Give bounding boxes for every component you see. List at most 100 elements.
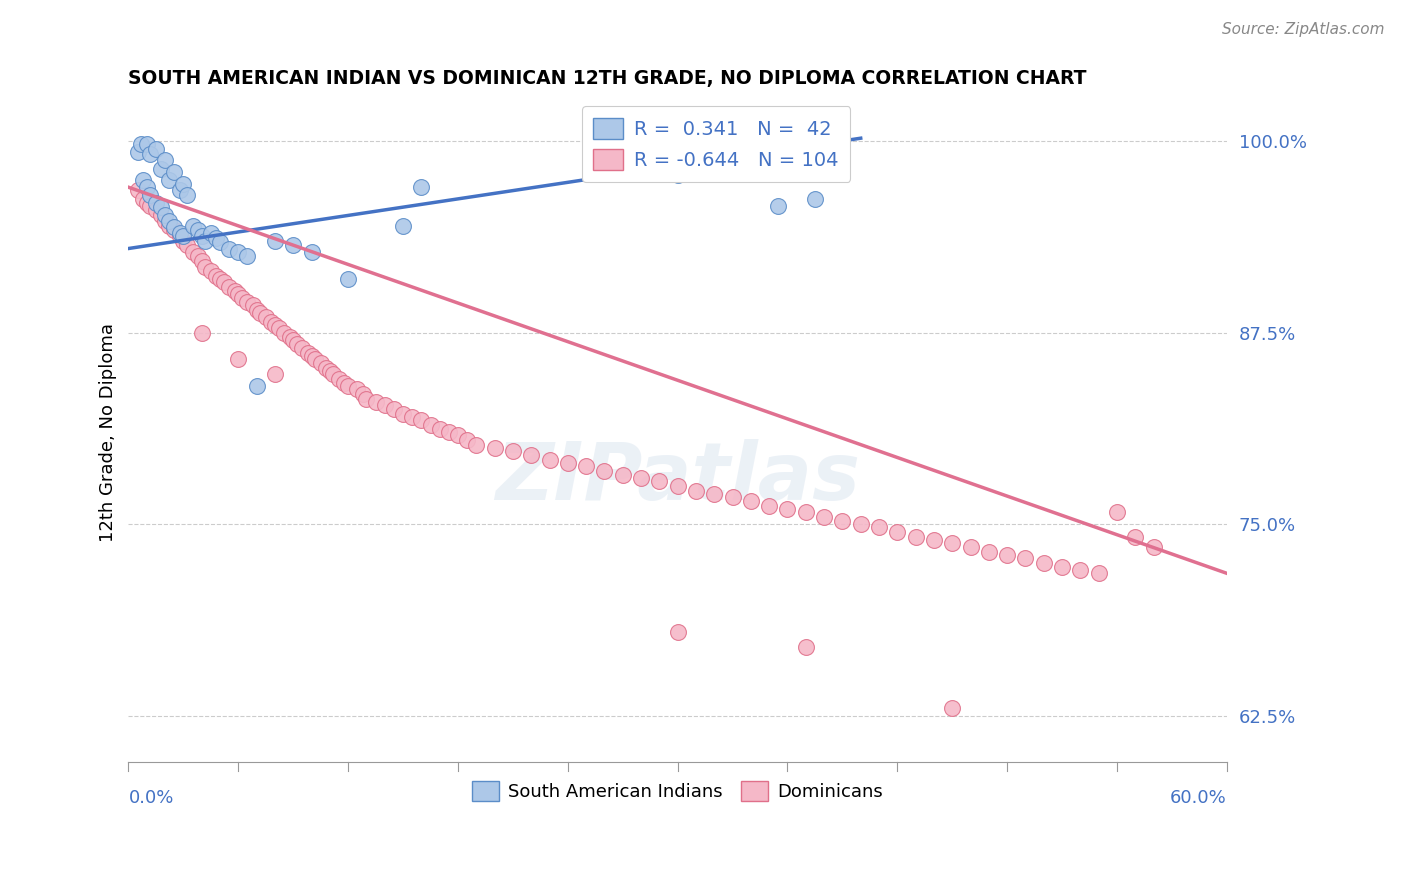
Point: [236, 295, 259, 310]
Point: [135, 137, 157, 152]
Point: [977, 545, 1000, 559]
Text: 60.0%: 60.0%: [1170, 789, 1227, 807]
Point: [437, 425, 460, 440]
Point: [1087, 566, 1109, 581]
Point: [135, 180, 157, 194]
Point: [768, 199, 790, 213]
Point: [776, 502, 799, 516]
Point: [447, 428, 470, 442]
Point: [153, 208, 176, 222]
Text: Source: ZipAtlas.com: Source: ZipAtlas.com: [1222, 22, 1385, 37]
Point: [190, 326, 212, 340]
Point: [176, 238, 198, 252]
Point: [200, 264, 222, 278]
Point: [758, 499, 780, 513]
Point: [264, 367, 287, 381]
Point: [484, 441, 506, 455]
Point: [352, 387, 374, 401]
Point: [129, 137, 152, 152]
Point: [886, 524, 908, 539]
Text: 0.0%: 0.0%: [128, 789, 174, 807]
Point: [153, 214, 176, 228]
Point: [190, 253, 212, 268]
Point: [411, 413, 433, 427]
Point: [429, 422, 451, 436]
Point: [557, 456, 579, 470]
Point: [297, 345, 319, 359]
Point: [157, 214, 180, 228]
Point: [301, 244, 323, 259]
Point: [959, 541, 981, 555]
Point: [200, 226, 222, 240]
Point: [904, 530, 927, 544]
Point: [231, 291, 253, 305]
Point: [794, 640, 817, 654]
Point: [328, 372, 350, 386]
Point: [346, 383, 368, 397]
Point: [374, 398, 396, 412]
Point: [267, 321, 290, 335]
Point: [456, 433, 478, 447]
Point: [194, 260, 217, 274]
Point: [139, 146, 162, 161]
Point: [181, 219, 204, 233]
Point: [392, 407, 415, 421]
Point: [224, 285, 246, 299]
Point: [264, 234, 287, 248]
Point: [169, 229, 191, 244]
Point: [502, 443, 524, 458]
Point: [139, 187, 162, 202]
Point: [1069, 563, 1091, 577]
Point: [157, 219, 180, 233]
Point: [212, 275, 235, 289]
Point: [208, 235, 231, 250]
Point: [249, 306, 271, 320]
Point: [301, 349, 323, 363]
Point: [941, 535, 963, 549]
Point: [226, 287, 249, 301]
Point: [337, 272, 360, 286]
Point: [612, 468, 634, 483]
Point: [1032, 556, 1054, 570]
Point: [283, 238, 305, 252]
Point: [849, 517, 872, 532]
Point: [169, 226, 191, 240]
Point: [995, 548, 1018, 562]
Point: [208, 272, 231, 286]
Point: [226, 244, 249, 259]
Point: [187, 223, 209, 237]
Point: [941, 701, 963, 715]
Point: [127, 145, 149, 159]
Point: [172, 229, 194, 244]
Point: [150, 200, 173, 214]
Point: [236, 249, 259, 263]
Point: [1050, 560, 1073, 574]
Point: [666, 168, 689, 182]
Legend: South American Indians, Dominicans: South American Indians, Dominicans: [461, 771, 894, 812]
Point: [319, 364, 342, 378]
Point: [322, 367, 344, 381]
Point: [337, 379, 360, 393]
Point: [246, 302, 269, 317]
Point: [382, 402, 405, 417]
Point: [278, 330, 301, 344]
Point: [703, 486, 725, 500]
Point: [315, 361, 337, 376]
Point: [176, 187, 198, 202]
Point: [1105, 505, 1128, 519]
Point: [419, 417, 441, 432]
Point: [127, 183, 149, 197]
Point: [264, 318, 287, 332]
Point: [333, 376, 356, 391]
Point: [205, 269, 228, 284]
Point: [411, 180, 433, 194]
Point: [283, 334, 305, 348]
Text: SOUTH AMERICAN INDIAN VS DOMINICAN 12TH GRADE, NO DIPLOMA CORRELATION CHART: SOUTH AMERICAN INDIAN VS DOMINICAN 12TH …: [128, 69, 1087, 87]
Point: [794, 505, 817, 519]
Point: [187, 249, 209, 263]
Point: [648, 475, 671, 489]
Point: [135, 195, 157, 210]
Point: [145, 142, 167, 156]
Point: [218, 242, 240, 256]
Point: [150, 208, 173, 222]
